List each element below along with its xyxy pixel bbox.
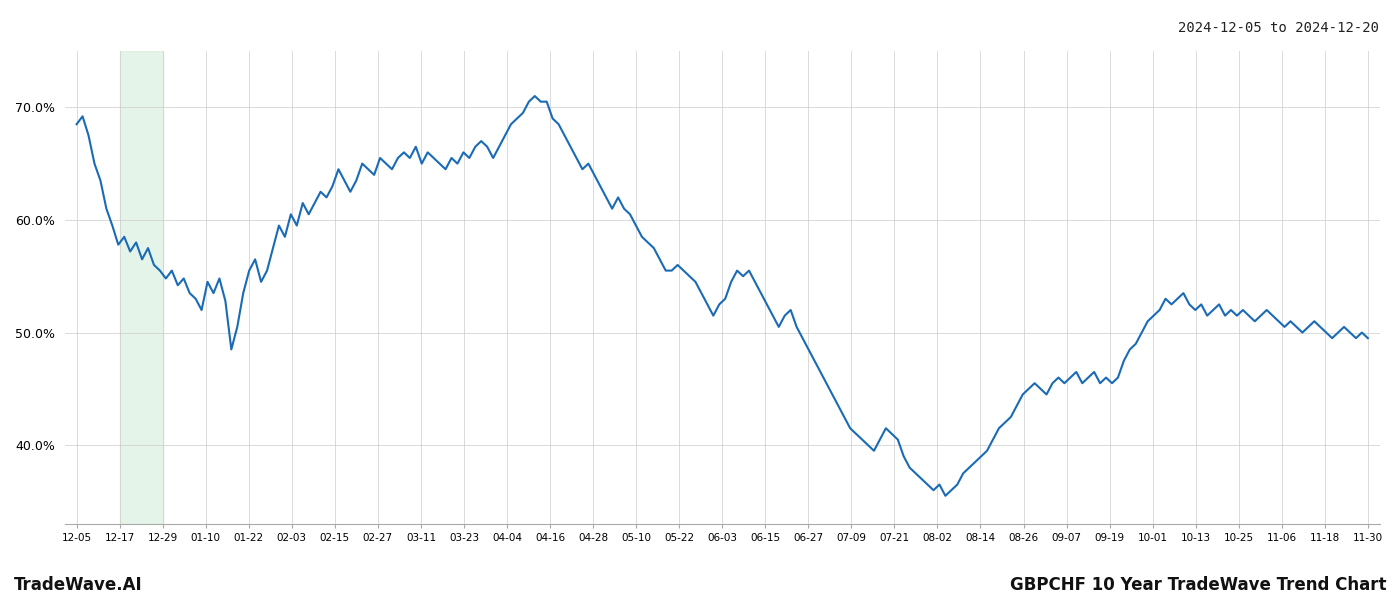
Text: GBPCHF 10 Year TradeWave Trend Chart: GBPCHF 10 Year TradeWave Trend Chart	[1009, 576, 1386, 594]
Text: TradeWave.AI: TradeWave.AI	[14, 576, 143, 594]
Text: 2024-12-05 to 2024-12-20: 2024-12-05 to 2024-12-20	[1177, 21, 1379, 35]
Bar	[119, 51, 162, 524]
